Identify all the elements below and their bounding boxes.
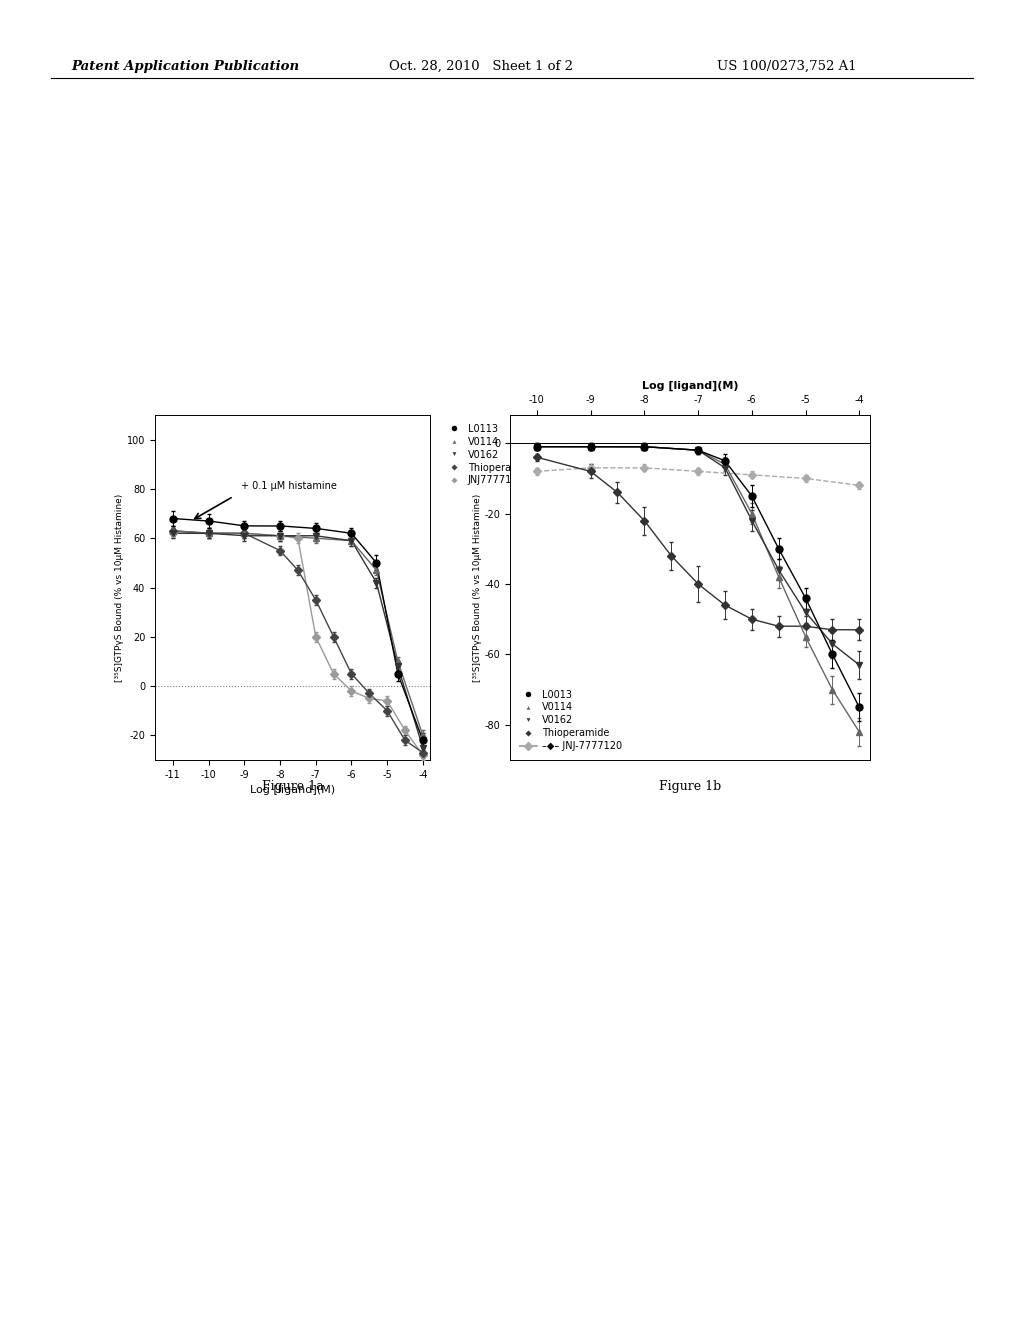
Text: Oct. 28, 2010   Sheet 1 of 2: Oct. 28, 2010 Sheet 1 of 2 [389,59,573,73]
Legend: L0013, V0114, V0162, Thioperamide, –◆– JNJ-7777120: L0013, V0114, V0162, Thioperamide, –◆– J… [515,685,626,755]
Text: Figure 1b: Figure 1b [658,780,721,793]
Legend: L0113, V0114, V0162, Thioperamide, JNJ7777120: L0113, V0114, V0162, Thioperamide, JNJ77… [440,420,539,490]
X-axis label: Log [ligand](M): Log [ligand](M) [642,380,738,391]
Y-axis label: [³⁵S]GTPγS Bound (% vs 10μM Histamine): [³⁵S]GTPγS Bound (% vs 10μM Histamine) [473,494,481,681]
Text: + 0.1 μM histamine: + 0.1 μM histamine [241,482,337,491]
Y-axis label: [³⁵S]GTPγS Bound (% vs 10μM Histamine): [³⁵S]GTPγS Bound (% vs 10μM Histamine) [115,494,124,681]
Text: US 100/0273,752 A1: US 100/0273,752 A1 [717,59,856,73]
X-axis label: Log [ligand](M): Log [ligand](M) [250,785,335,795]
Text: Figure 1a: Figure 1a [262,780,324,793]
Text: Patent Application Publication: Patent Application Publication [72,59,300,73]
